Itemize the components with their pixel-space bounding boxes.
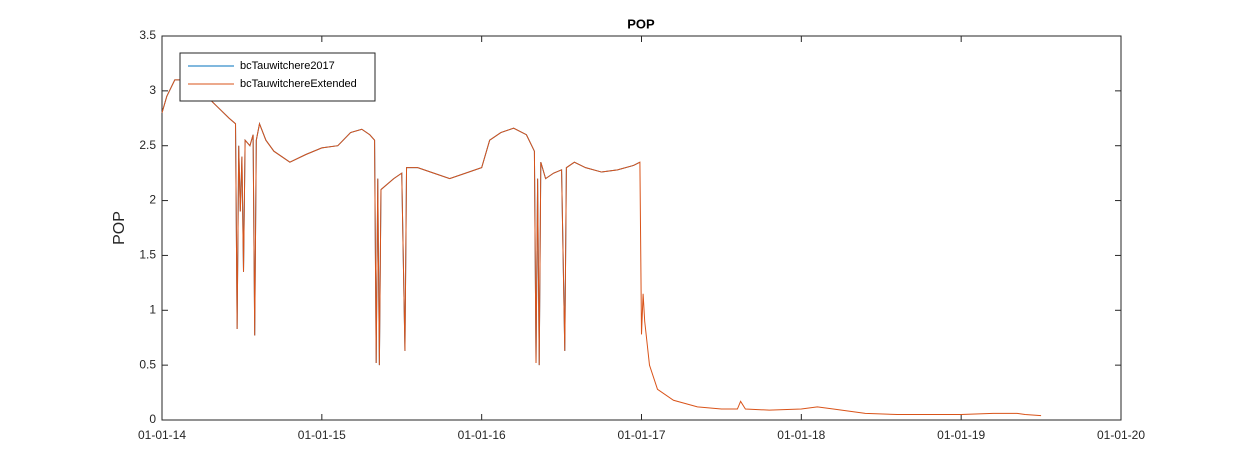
y-axis-label: POP	[111, 211, 128, 245]
y-tick-label: 1.5	[139, 248, 156, 262]
legend-label: bcTauwitchereExtended	[240, 78, 357, 90]
x-tick-label: 01-01-15	[298, 428, 346, 442]
y-tick-label: 3	[149, 83, 156, 97]
y-tick-label: 1	[149, 302, 156, 316]
y-tick-label: 0.5	[139, 357, 156, 371]
y-tick-label: 0	[149, 412, 156, 426]
y-tick-label: 2	[149, 193, 156, 207]
x-tick-label: 01-01-14	[138, 428, 186, 442]
chart-title: POP	[627, 16, 655, 31]
y-tick-label: 2.5	[139, 138, 156, 152]
series-line	[161, 79, 1042, 417]
legend-label: bcTauwitchere2017	[240, 60, 335, 72]
x-tick-label: 01-01-19	[937, 428, 985, 442]
x-tick-label: 01-01-16	[458, 428, 506, 442]
y-tick-label: 3.5	[139, 28, 156, 42]
x-tick-label: 01-01-18	[777, 428, 825, 442]
x-tick-label: 01-01-20	[1097, 428, 1145, 442]
legend-box	[179, 52, 376, 102]
x-tick-label: 01-01-17	[617, 428, 665, 442]
